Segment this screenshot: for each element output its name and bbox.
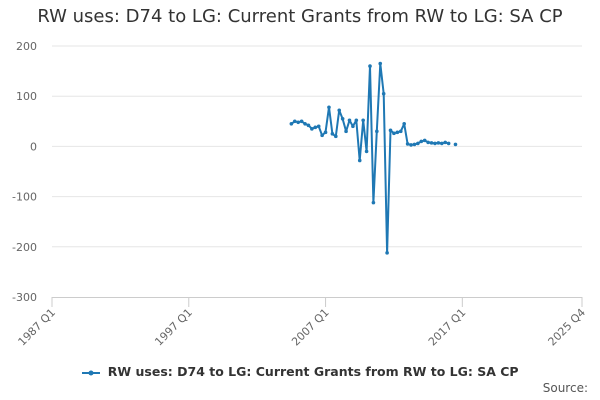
data-point	[337, 108, 342, 113]
data-point	[426, 140, 430, 145]
data-point	[354, 118, 359, 123]
data-point	[296, 120, 300, 125]
x-tick-label: 1997 Q1	[152, 306, 195, 349]
data-point	[388, 128, 393, 133]
data-point	[412, 142, 417, 147]
x-tick-label: 2025 Q4	[546, 306, 589, 349]
x-axis-tick-labels: 1987 Q1 1997 Q1 2007 Q1 2017 Q1 2025 Q4	[16, 306, 589, 349]
data-point	[292, 119, 297, 124]
data-point	[422, 138, 427, 143]
data-point	[371, 200, 376, 205]
axes	[51, 297, 583, 307]
y-axis-tick-labels: 200 100 0 -100 -200 -300	[12, 40, 37, 304]
legend-label: RW uses: D74 to LG: Current Grants from …	[107, 364, 519, 379]
data-point	[316, 124, 321, 129]
data-point	[344, 129, 348, 134]
data-point	[357, 158, 362, 163]
data-point	[453, 142, 458, 147]
y-tick-label: -100	[12, 191, 37, 204]
data-point	[395, 130, 400, 135]
series-points	[289, 61, 458, 255]
data-point	[440, 141, 444, 146]
data-point	[310, 127, 314, 131]
data-point	[327, 105, 331, 110]
data-point	[368, 64, 372, 68]
data-point	[381, 91, 386, 96]
data-point	[313, 125, 318, 130]
data-point	[402, 122, 406, 126]
data-point	[433, 141, 437, 146]
chart-title: RW uses: D74 to LG: Current Grants from …	[37, 6, 563, 27]
data-point	[392, 131, 396, 136]
y-tick-label: -300	[12, 291, 37, 304]
legend-marker	[82, 370, 101, 375]
data-point	[351, 124, 355, 129]
series-line	[291, 64, 455, 253]
source-label: Source:	[542, 381, 588, 395]
y-tick-label: -200	[12, 241, 37, 254]
x-tick-label: 1987 Q1	[16, 306, 59, 349]
data-point	[347, 118, 352, 123]
data-point	[429, 141, 434, 145]
data-point	[436, 141, 441, 145]
y-tick-label: 100	[16, 90, 37, 103]
data-point	[419, 139, 424, 144]
y-tick-label: 0	[30, 140, 37, 153]
data-point	[299, 119, 304, 124]
data-point	[398, 129, 403, 134]
data-point	[405, 142, 410, 146]
data-point	[385, 251, 389, 255]
data-point	[375, 129, 379, 134]
x-tick-label: 2017 Q1	[426, 306, 469, 349]
data-point	[289, 122, 294, 126]
data-point	[330, 132, 335, 136]
legend[interactable]: RW uses: D74 to LG: Current Grants from …	[0, 364, 600, 379]
data-point	[323, 130, 328, 135]
data-point	[378, 61, 383, 66]
data-point	[334, 134, 338, 139]
data-point	[340, 116, 345, 121]
data-point	[364, 149, 369, 154]
x-tick-label: 2007 Q1	[289, 306, 332, 349]
grid-lines	[52, 45, 582, 248]
data-point	[443, 140, 448, 145]
data-point	[306, 123, 311, 128]
data-point	[446, 141, 451, 146]
data-point	[361, 118, 365, 123]
data-point	[409, 143, 413, 147]
y-tick-label: 200	[16, 40, 37, 53]
data-point	[303, 122, 307, 126]
data-point	[416, 141, 420, 146]
data-point	[320, 133, 324, 138]
